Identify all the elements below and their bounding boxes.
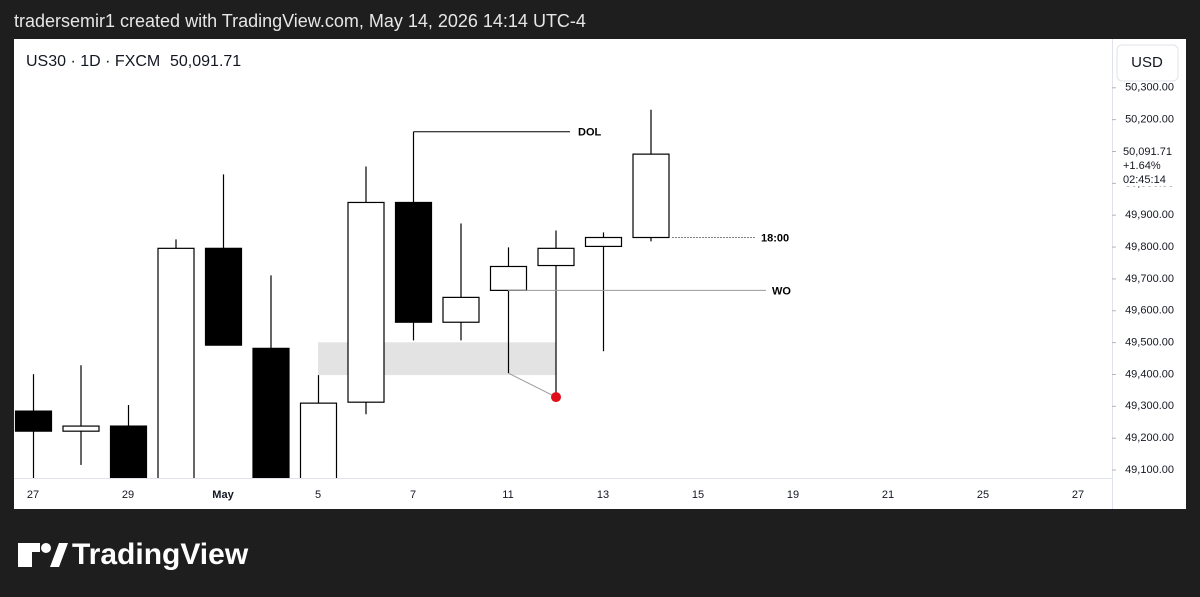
plot: DOL WO 18:00 (14, 109, 791, 478)
wo-label: WO (772, 285, 791, 297)
candle-body (14, 410, 53, 432)
logo-mark (41, 543, 51, 553)
logo-mark (18, 543, 40, 552)
symbol: US30 · 1D · FXCM (26, 53, 160, 70)
currency-button[interactable] (1116, 44, 1179, 82)
countdown: 02:45:14 (1123, 174, 1166, 186)
y-tick-label: 49,500.00 (1125, 337, 1174, 349)
x-tick-label: 13 (597, 489, 609, 501)
candle-body (204, 247, 243, 346)
candle-body (252, 347, 290, 478)
candle-body (347, 201, 385, 403)
x-tick-label: 5 (315, 489, 321, 501)
candle-body (394, 201, 433, 323)
logo-mark (50, 543, 68, 567)
candle-body (109, 425, 148, 478)
y-tick-label: 49,700.00 (1125, 273, 1174, 285)
y-tick-label: 49,800.00 (1125, 241, 1174, 253)
x-tick-label: 27 (1072, 489, 1084, 501)
x-tick-label: 11 (502, 489, 513, 501)
header-price: 50,091.71 (170, 53, 241, 70)
x-tick-label: 19 (787, 489, 799, 501)
candle-body (62, 425, 100, 432)
y-tick-label: 49,300.00 (1125, 400, 1174, 412)
y-tick-label: 49,200.00 (1125, 432, 1174, 444)
candle-body (157, 247, 195, 478)
x-tick-label: 15 (692, 489, 704, 501)
candle-body (489, 265, 528, 291)
brand: TradingView (72, 538, 249, 571)
candle-body (632, 153, 670, 239)
y-tick-label: 49,400.00 (1125, 368, 1174, 380)
y-tick-label: 49,100.00 (1125, 464, 1174, 476)
x-tick-label: 27 (27, 489, 39, 501)
axes: 49,100.00 49,200.00 49,300.00 49,400.00 49,5… (27, 82, 1183, 501)
candle-body (537, 247, 575, 267)
time-label: 18:00 (761, 232, 789, 244)
candle-body (584, 236, 623, 248)
x-tick-label: 7 (410, 489, 416, 501)
connector (508, 372, 557, 398)
marker-dot (551, 392, 561, 403)
x-tick-label: 29 (122, 489, 134, 501)
price-change: +1.64% (1123, 160, 1161, 172)
y-tick-label: 49,600.00 (1125, 305, 1174, 317)
y-tick-label: 50,300.00 (1125, 82, 1174, 94)
price-tag: 50,091.71 (1123, 146, 1172, 158)
price-tag-bg (1117, 142, 1183, 187)
currency[interactable]: USD (1131, 54, 1163, 71)
candle-body (299, 402, 338, 478)
x-tick-label: 21 (882, 489, 894, 501)
candle-body (442, 296, 480, 323)
y-tick-label: 50,200.00 (1125, 114, 1174, 126)
y-tick-label: 49,900.00 (1125, 209, 1174, 221)
credit: tradersemir1 created with TradingView.co… (14, 11, 586, 31)
dol-label: DOL (578, 127, 602, 139)
x-tick-label: May (212, 489, 234, 501)
logo (18, 543, 68, 567)
x-tick-label: 25 (977, 489, 989, 501)
